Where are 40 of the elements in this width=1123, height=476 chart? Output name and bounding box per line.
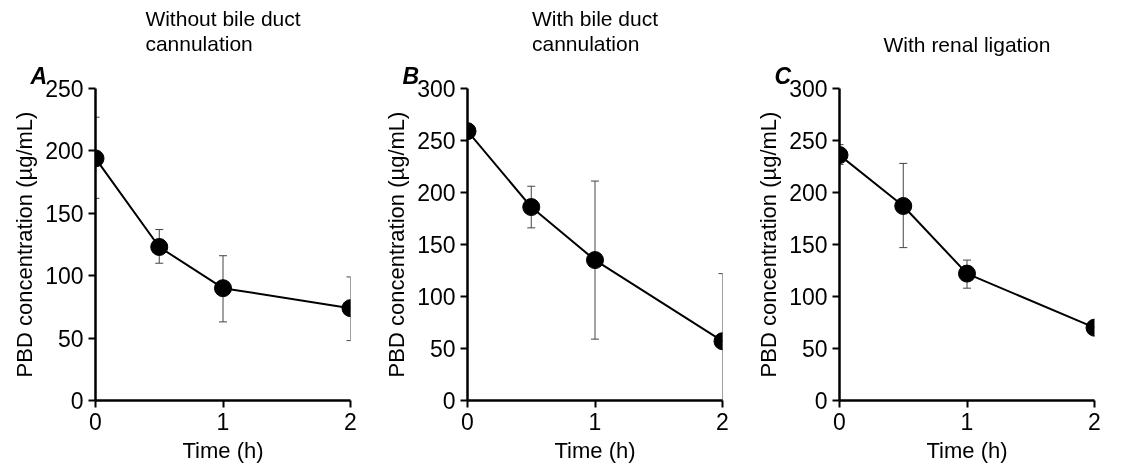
y-tick-label: 100 xyxy=(789,284,828,310)
y-axis-title: PBD concentration (µg/mL) xyxy=(12,111,38,378)
y-tick-label: 0 xyxy=(442,388,456,414)
y-tick-label: 300 xyxy=(417,76,456,102)
x-tick-label: 0 xyxy=(461,408,474,435)
chart-title: With renal ligation xyxy=(883,32,1051,56)
y-axis-title: PBD concentration (µg/mL) xyxy=(756,111,782,378)
text: C xyxy=(774,62,792,89)
y-axis-title: PBD concentration (µg/mL) xyxy=(384,111,410,378)
y-tick-label: 150 xyxy=(417,232,456,258)
x-axis-title: Time (h) xyxy=(182,437,264,463)
chart-title: With bile duct cannulation xyxy=(531,7,659,56)
y-tick-label: 200 xyxy=(45,138,84,165)
x-tick-label: 1 xyxy=(588,408,602,435)
y-tick-label: 50 xyxy=(429,336,456,362)
x-axis-title: Time (h) xyxy=(926,437,1008,463)
chart-title: Without bile duct cannulation xyxy=(145,7,301,56)
x-tick-label: 0 xyxy=(89,408,102,435)
y-tick-label: 100 xyxy=(417,284,456,310)
x-tick-label: 2 xyxy=(716,408,729,435)
y-tick-label: 300 xyxy=(789,76,828,102)
x-tick-label: 2 xyxy=(344,408,357,435)
y-tick-label: 150 xyxy=(45,200,84,227)
y-tick-label: 150 xyxy=(789,232,828,258)
text: B xyxy=(402,62,420,89)
x-tick-label: 0 xyxy=(833,408,846,435)
y-tick-label: 0 xyxy=(814,388,828,414)
y-tick-label: 250 xyxy=(45,76,84,102)
y-tick-label: 0 xyxy=(70,388,84,414)
y-tick-label: 200 xyxy=(417,180,456,206)
y-tick-label: 200 xyxy=(789,180,828,206)
y-tick-label: 250 xyxy=(417,128,456,154)
y-tick-label: 100 xyxy=(45,263,84,290)
y-tick-label: 50 xyxy=(57,325,84,352)
x-tick-label: 2 xyxy=(1088,408,1101,435)
x-tick-label: 1 xyxy=(216,408,230,435)
x-axis-title: Time (h) xyxy=(554,437,636,463)
y-tick-label: 50 xyxy=(801,336,828,362)
x-tick-label: 1 xyxy=(960,408,974,435)
y-tick-label: 250 xyxy=(789,128,828,154)
